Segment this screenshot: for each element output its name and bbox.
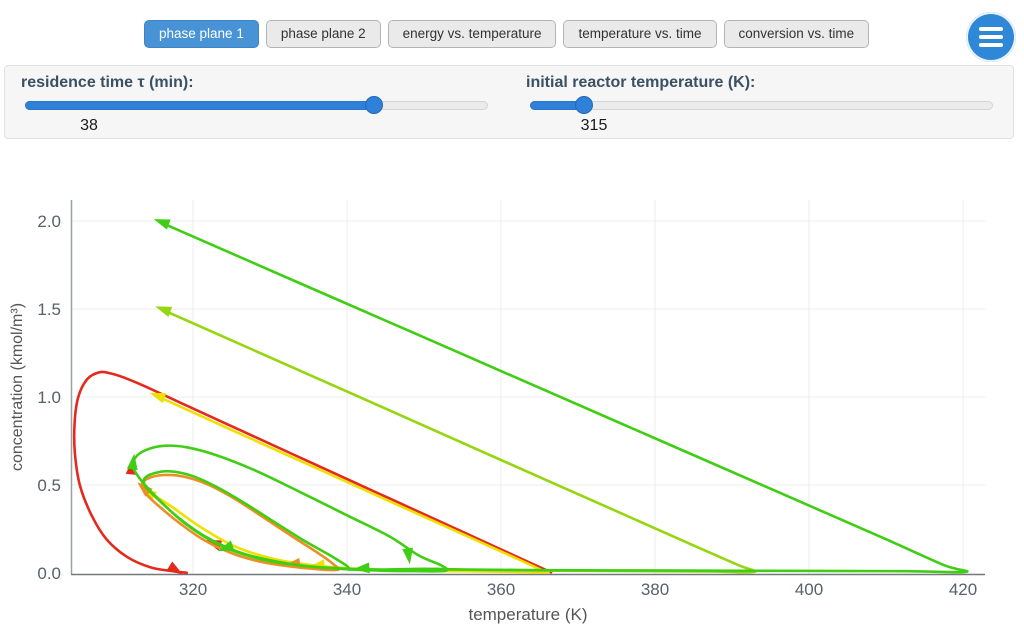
y-tick-label: 0.0 <box>37 564 61 583</box>
hamburger-icon <box>979 27 1003 47</box>
x-tick-label: 380 <box>641 580 669 599</box>
initial-temperature-label: initial reactor temperature (K): <box>526 74 756 91</box>
x-tick-label: 340 <box>333 580 361 599</box>
initial-temperature-slider-thumb[interactable] <box>575 96 593 114</box>
initial-temperature-control: initial reactor temperature (K): 315 <box>510 66 1013 138</box>
x-axis-label: temperature (K) <box>468 605 587 624</box>
trajectory-orange <box>140 473 341 572</box>
residence-time-value: 38 <box>80 117 98 134</box>
y-axis-label: concentration (kmol/m³) <box>9 303 26 471</box>
menu-button[interactable] <box>966 12 1016 62</box>
residence-time-slider-thumb[interactable] <box>365 96 384 114</box>
tab-conversion-vs-time[interactable]: conversion vs. time <box>723 20 870 48</box>
trajectory-yellowgreen-arrow <box>155 306 173 317</box>
trajectory-red <box>72 370 553 575</box>
x-tick-label: 400 <box>795 580 823 599</box>
y-tick-label: 1.5 <box>37 300 61 319</box>
initial-temperature-value: 315 <box>580 117 608 134</box>
trajectory-red-arrow <box>166 561 183 575</box>
x-tick-label: 360 <box>487 580 515 599</box>
x-tick-label: 420 <box>949 580 977 599</box>
tab-bar: phase plane 1 phase plane 2 energy vs. tem… <box>144 20 870 48</box>
trajectory-green <box>131 222 969 574</box>
trajectory-yellow <box>145 395 550 574</box>
residence-time-label: residence time τ (min): <box>21 74 194 91</box>
initial-temperature-slider-track[interactable] <box>530 96 993 114</box>
y-tick-label: 1.0 <box>37 388 61 407</box>
tab-phase-plane-1[interactable]: phase plane 1 <box>144 20 259 48</box>
x-tick-label: 320 <box>179 580 207 599</box>
tab-phase-plane-2[interactable]: phase plane 2 <box>265 20 381 48</box>
trajectory-green-arrow <box>402 547 413 565</box>
trajectory-green-arrow <box>153 219 171 230</box>
trajectory-yellow-arrow <box>149 392 167 404</box>
residence-time-control: residence time τ (min): 38 <box>5 66 508 138</box>
residence-time-slider-track[interactable] <box>25 96 488 114</box>
controls-panel: residence time τ (min): 38 initial react… <box>4 65 1014 139</box>
trajectory-green-arrow <box>126 453 138 471</box>
tab-energy-vs-temperature[interactable]: energy vs. temperature <box>387 20 557 48</box>
trajectory-green-arrow <box>217 540 235 552</box>
trajectory-orange-arrow <box>137 482 153 497</box>
y-tick-label: 2.0 <box>37 212 61 231</box>
tab-temperature-vs-time[interactable]: temperature vs. time <box>563 20 717 48</box>
y-tick-label: 0.5 <box>37 476 61 495</box>
trajectory-green-arrow <box>353 562 370 574</box>
